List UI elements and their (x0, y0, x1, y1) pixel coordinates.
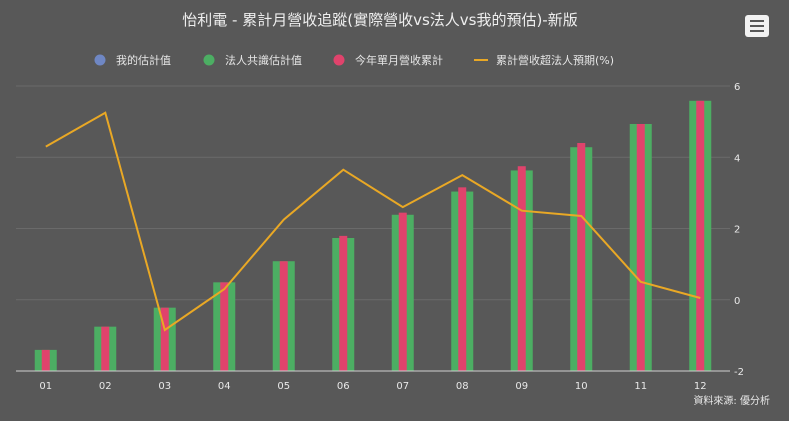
menu-button[interactable] (745, 15, 769, 37)
legend: 我的估計值 法人共識估計值 今年單月營收累計 累計營收超法人預期(%) (94, 53, 614, 67)
actual-bar (101, 326, 110, 371)
legend-label: 今年單月營收累計 (355, 53, 443, 67)
actual-bar (398, 212, 407, 371)
legend-dot-marker (333, 54, 345, 66)
actual-bar (41, 349, 50, 371)
legend-label: 法人共識估計值 (225, 53, 302, 67)
legend-dot-marker (94, 54, 106, 66)
x-tick-label: 07 (396, 381, 409, 392)
x-tick-label: 11 (634, 381, 647, 392)
actual-bar (577, 143, 586, 371)
x-tick-label: 01 (39, 381, 52, 392)
actual-bar (160, 307, 169, 371)
x-tick-label: 05 (277, 381, 290, 392)
actual-bar (696, 100, 705, 372)
actual-bar (220, 282, 229, 371)
ratio-series-line (45, 111, 701, 332)
x-tick-label: 06 (337, 381, 350, 392)
actual-bar (339, 235, 348, 371)
x-tick-label: 04 (218, 381, 231, 392)
actual-bar (279, 261, 288, 371)
source-credit[interactable]: 資料來源: 優分析 (693, 394, 770, 407)
y-tick-label: 0 (734, 296, 740, 307)
axis-layer: 6 4 2 0 -2 01 02 03 04 05 06 07 08 09 10 11 12 (16, 82, 744, 392)
x-tick-label: 12 (694, 381, 707, 392)
legend-dot-marker (203, 54, 215, 66)
actual-bar (636, 124, 645, 371)
actual-bar (458, 187, 467, 371)
hamburger-menu-icon[interactable] (750, 20, 764, 32)
legend-label: 我的估計值 (116, 53, 171, 67)
actual-bar (517, 166, 526, 371)
y-tick-label: 2 (734, 225, 740, 236)
legend-label: 累計營收超法人預期(%) (496, 53, 614, 67)
y-tick-label: 6 (734, 82, 740, 93)
x-tick-label: 08 (456, 381, 469, 392)
line-layer (45, 111, 701, 332)
x-tick-label: 09 (515, 381, 528, 392)
grid-lines (16, 85, 730, 372)
y-tick-label: 4 (734, 153, 740, 164)
chart-title: 怡利電 - 累計月營收追蹤(實際營收vs法人vs我的預估)-新版 (182, 11, 577, 29)
x-tick-label: 10 (575, 381, 588, 392)
x-tick-label: 03 (158, 381, 171, 392)
x-tick-label: 02 (99, 381, 112, 392)
bars-layer (34, 100, 712, 372)
y-tick-label: -2 (734, 367, 744, 378)
